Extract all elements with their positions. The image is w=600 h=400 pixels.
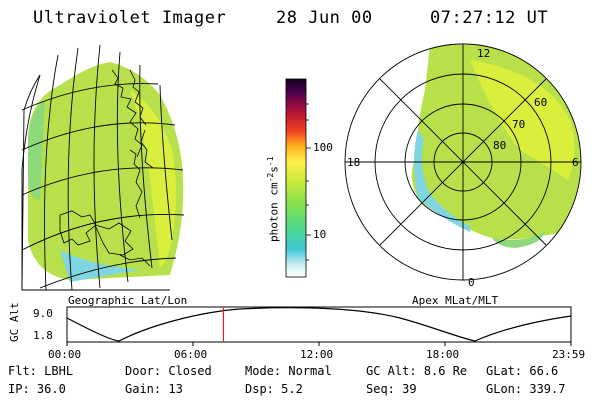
mlt-label-0: 0 xyxy=(468,276,475,289)
param-dsp: Dsp: 5.2 xyxy=(245,382,303,396)
mlt-label-6: 6 xyxy=(572,156,579,169)
time-label: 07:27:12 UT xyxy=(430,8,549,28)
alt-xtick-2: 12:00 xyxy=(300,348,334,361)
date-label: 28 Jun 00 xyxy=(276,8,373,28)
colorbar-tick-10: 10 xyxy=(313,228,327,241)
mlt-label-12: 12 xyxy=(477,47,491,60)
param-gain: Gain: 13 xyxy=(125,382,183,396)
apex-label: Apex MLat/MLT xyxy=(412,294,499,307)
colorbar-tick-100: 100 xyxy=(313,141,333,154)
geographic-label: Geographic Lat/Lon xyxy=(68,294,188,307)
mlat-label-70: 70 xyxy=(512,118,526,131)
alt-xtick-0: 00:00 xyxy=(48,348,82,361)
alt-ylabel: GC Alt xyxy=(8,302,21,342)
mlat-label-60: 60 xyxy=(534,96,548,109)
alt-xtick-1: 06:00 xyxy=(174,348,208,361)
param-seq: Seq: 39 xyxy=(366,382,417,396)
instrument-title: Ultraviolet Imager xyxy=(33,8,227,28)
param-ip: IP: 36.0 xyxy=(8,382,66,396)
param-glon: GLon: 339.7 xyxy=(486,382,566,396)
alt-ytick-high: 9.0 xyxy=(33,307,53,320)
param-mode: Mode: Normal xyxy=(245,364,332,378)
alt-xtick-4: 23:59 xyxy=(552,348,586,361)
param-flt: Flt: LBHL xyxy=(8,364,74,378)
param-gcalt: GC Alt: 8.6 Re xyxy=(366,364,468,378)
mlat-label-80: 80 xyxy=(493,139,507,152)
alt-xtick-3: 18:00 xyxy=(426,348,460,361)
param-door: Door: Closed xyxy=(125,364,212,378)
param-glat: GLat: 66.6 xyxy=(486,364,559,378)
mlt-label-18: 18 xyxy=(347,156,361,169)
alt-ytick-low: 1.8 xyxy=(33,329,53,342)
